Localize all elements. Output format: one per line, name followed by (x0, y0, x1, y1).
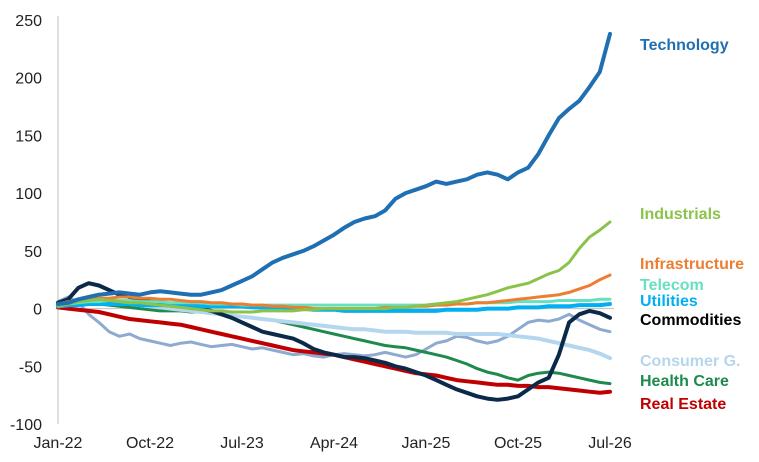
series-line-health-care (56, 301, 612, 386)
y-tick-label: 50 (24, 244, 42, 261)
x-tick-label: Jul-26 (588, 435, 632, 452)
series-labels-group: Technology Industrials Infrastructure Telec… (640, 37, 744, 413)
series-line-industrials (56, 220, 612, 314)
y-tick-label: 250 (15, 13, 42, 30)
y-tick-label: 200 (15, 71, 42, 88)
series-line-telecom (56, 297, 612, 307)
y-tick-label: 0 (33, 302, 42, 319)
series-label-infrastructure: Infrastructure (640, 256, 744, 273)
x-tick-label: Apr-24 (310, 435, 358, 452)
series-label-technology: Technology (640, 37, 729, 54)
x-tick-label: Jan-22 (34, 435, 83, 452)
y-tick-label: 100 (15, 186, 42, 203)
series-label-real-estate: Real Estate (640, 396, 726, 413)
series-label-utilities: Utilities (640, 293, 698, 310)
y-tick-label: -100 (10, 417, 42, 434)
x-tick-label: Jul-23 (220, 435, 264, 452)
series-label-consumer-g: Consumer G. (640, 353, 740, 370)
x-tick-label: Oct-25 (494, 435, 542, 452)
x-tick-label: Oct-22 (126, 435, 174, 452)
series-line-real-estate (56, 305, 612, 395)
series-line-technology (56, 31, 612, 306)
series-label-commodities: Commodities (640, 312, 741, 329)
series-label-industrials: Industrials (640, 206, 721, 223)
series-lines-group (56, 31, 612, 402)
series-label-telecom: Telecom (640, 277, 704, 294)
y-tick-label: 150 (15, 128, 42, 145)
x-tick-label: Jan-25 (402, 435, 451, 452)
y-tick-label: -50 (19, 359, 42, 376)
series-label-health-care: Health Care (640, 373, 729, 390)
